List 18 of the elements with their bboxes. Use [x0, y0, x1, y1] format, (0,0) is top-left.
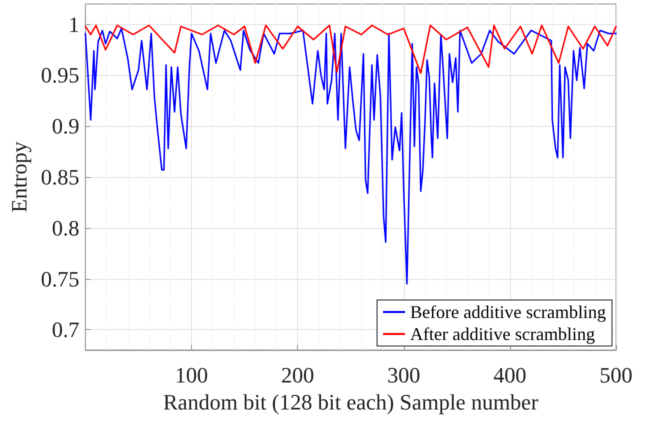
y-tick-label: 0.8 — [52, 215, 80, 240]
y-tick-label: 0.85 — [40, 164, 80, 190]
x-tick-label: 300 — [387, 362, 420, 388]
x-tick-label: 100 — [175, 362, 208, 388]
line-series — [84, 28, 617, 285]
x-tick-label: 200 — [281, 362, 314, 388]
y-tick-label: 0.75 — [40, 266, 80, 292]
line-series — [84, 24, 617, 74]
x-tick-label: 500 — [600, 362, 632, 388]
legend-label: After additive scrambling — [410, 324, 596, 344]
y-tick-label: 0.9 — [52, 114, 80, 139]
y-tick-label: 1 — [68, 12, 80, 37]
y-tick-label: 0.95 — [40, 62, 80, 88]
y-axis-title: Entropy — [6, 142, 32, 212]
x-axis-title: Random bit (128 bit each) Sample number — [163, 389, 539, 414]
legend-label: Before additive scrambling — [410, 302, 606, 322]
x-tick-label: 400 — [493, 362, 526, 388]
y-tick-label: 0.7 — [52, 317, 80, 342]
